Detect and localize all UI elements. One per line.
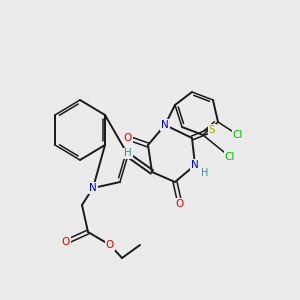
Text: N: N	[89, 183, 97, 193]
Text: O: O	[124, 133, 132, 143]
Text: Cl: Cl	[233, 130, 243, 140]
Text: S: S	[209, 125, 215, 135]
Text: H: H	[124, 148, 132, 158]
Text: O: O	[62, 237, 70, 247]
Text: Cl: Cl	[225, 152, 235, 162]
Text: O: O	[106, 240, 114, 250]
Text: N: N	[191, 160, 199, 170]
Text: H: H	[201, 168, 209, 178]
Text: N: N	[161, 120, 169, 130]
Text: O: O	[176, 199, 184, 209]
